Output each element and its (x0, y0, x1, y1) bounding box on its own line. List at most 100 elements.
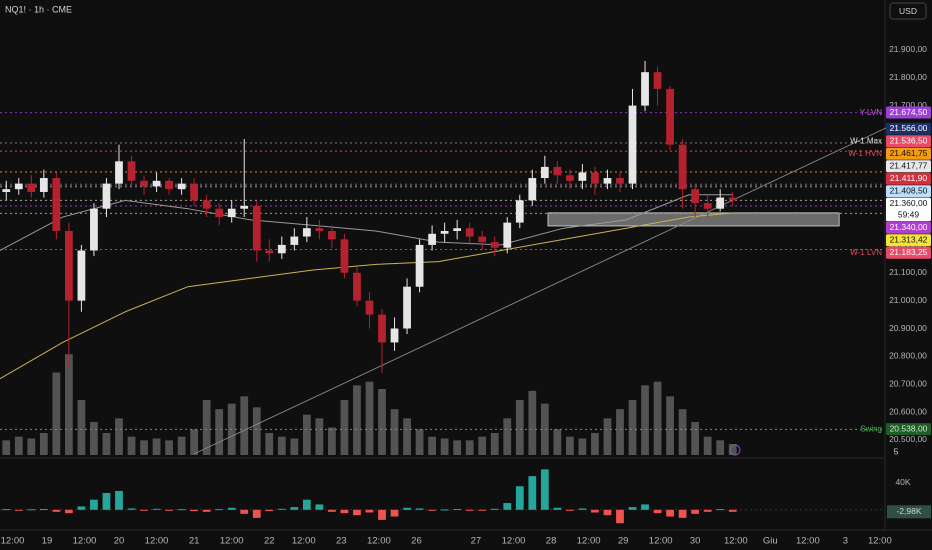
volume-bar (290, 438, 299, 455)
oscillator-bar (515, 486, 524, 510)
plot-layer: 12:00 19 12:00 20 12:00 21 12:00 22 12:00 23 12:00… (0, 44, 931, 547)
oscillator-bar (27, 509, 36, 511)
volume-bar (703, 436, 712, 455)
volume-bar (716, 440, 725, 455)
candle-body (378, 314, 386, 343)
candle-body (152, 180, 161, 187)
oscillator-bar (252, 509, 261, 518)
oscillator-bar (240, 509, 249, 514)
volume-bar (140, 440, 148, 455)
oscillator-bar (478, 509, 487, 511)
oscillator-bar (328, 509, 336, 512)
candle-body (591, 172, 599, 184)
oscillator-bar (365, 509, 374, 513)
candle-body (353, 272, 361, 301)
candle-body (115, 161, 123, 184)
candle-body (691, 189, 700, 204)
oscillator-bar (553, 507, 562, 510)
volume-bar (14, 436, 23, 455)
price-tag (886, 172, 931, 185)
candle-body (190, 183, 199, 201)
oscillator-bar (2, 509, 11, 511)
x-tick-label: 23 (336, 536, 347, 547)
candle-body (653, 72, 662, 89)
oscillator-bar (90, 499, 98, 510)
volume-bar (2, 440, 11, 455)
oscillator-bar (628, 507, 637, 510)
oscillator-bar (14, 509, 23, 511)
candle-body (440, 230, 449, 234)
candle-body (515, 200, 524, 223)
candle-body (2, 189, 11, 192)
candle-body (390, 328, 399, 343)
x-tick-label: 12:00 (145, 536, 169, 547)
candle-body (252, 205, 261, 251)
y-tick-label: 20.500,00 (889, 434, 927, 444)
volume-bar (653, 381, 662, 455)
price-tag-label: 21.536,50 (890, 136, 928, 146)
x-tick-label: 12:00 (577, 536, 601, 547)
oscillator-bar (503, 503, 512, 510)
price-tag-label: 21.340,00 (890, 222, 928, 232)
oscillator-bar (378, 509, 386, 520)
volume-bar (302, 414, 311, 455)
oscillator-bar (302, 499, 311, 510)
price-tag (886, 135, 931, 148)
oscillator-bar (453, 508, 462, 510)
price-tag-label: 21.360,00 (890, 198, 928, 208)
volume-bar (591, 433, 599, 455)
candle-body (553, 166, 562, 176)
candle-body (215, 208, 224, 218)
x-tick-label: 12:00 (796, 536, 820, 547)
currency-button[interactable] (889, 2, 927, 20)
volume-bar (390, 409, 399, 455)
x-tick-label: 21 (189, 536, 200, 547)
x-tick-label: 19 (42, 536, 53, 547)
candle-body (603, 178, 612, 184)
x-tick-label: 30 (690, 536, 701, 547)
price-tag (886, 147, 931, 160)
x-tick-label: 20 (114, 536, 125, 547)
oscillator-bar (127, 508, 136, 510)
volume-bar (353, 385, 361, 455)
candle-body (14, 183, 23, 190)
volume-bar (440, 438, 449, 455)
oscillator-bar (591, 509, 599, 513)
x-tick-label: 12:00 (649, 536, 673, 547)
y-tick-label: 20.600,00 (889, 406, 927, 416)
price-tag-label: 21.411,90 (890, 173, 927, 183)
level-name: Swing (860, 425, 882, 434)
volume-bar (365, 381, 374, 455)
oscillator-bar (140, 509, 148, 511)
volume-bar (77, 400, 86, 455)
oscillator-bar (666, 509, 674, 517)
candle-body (265, 250, 274, 254)
oscillator-bar (390, 509, 399, 517)
oscillator-bar (65, 509, 73, 514)
candle-body (65, 230, 73, 301)
candle-body (465, 228, 474, 237)
currency-label[interactable]: USD (899, 6, 917, 16)
volume-bar (315, 418, 324, 455)
oscillator-bar (265, 509, 274, 512)
candle-body (540, 166, 549, 179)
oscillator-tag-label: -2,98K (896, 506, 921, 516)
level-name: W-1 LVN (850, 248, 882, 257)
volume-bar (215, 409, 224, 455)
x-tick-label: 12:00 (724, 536, 748, 547)
candle-body (290, 236, 299, 245)
level-name: Y-LVN (860, 108, 882, 117)
volume-bar (39, 433, 48, 455)
volume-bar (52, 372, 61, 455)
candle-body (528, 178, 537, 201)
volume-bar (415, 429, 424, 455)
x-tick-label: 12:00 (868, 536, 892, 547)
oscillator-bar (440, 509, 449, 511)
oscillator-tick-label: 40K (895, 477, 910, 487)
oscillator-bar (277, 508, 286, 510)
volume-bar (152, 438, 161, 455)
y-tick-label: 21.000,00 (889, 295, 927, 305)
volume-bar (127, 436, 136, 455)
